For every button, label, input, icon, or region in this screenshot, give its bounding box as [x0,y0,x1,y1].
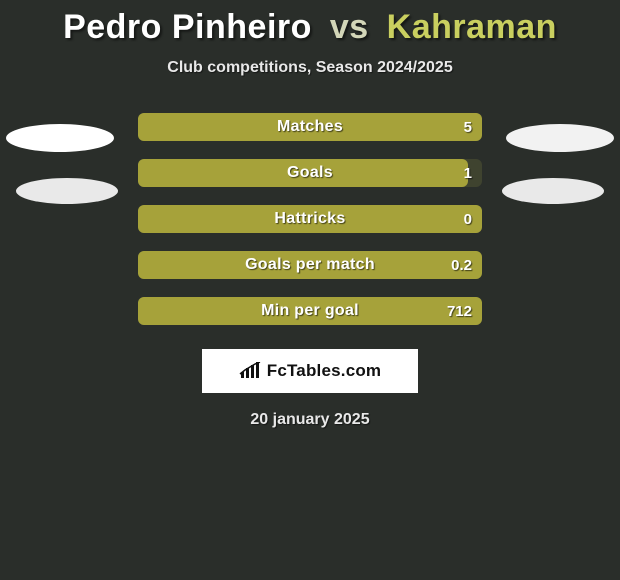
title-player-left: Pedro Pinheiro [63,8,312,46]
stat-label: Goals [138,159,482,187]
stat-row-min-per-goal: Min per goal 712 [138,297,482,325]
stat-label: Hattricks [138,205,482,233]
subtitle: Club competitions, Season 2024/2025 [0,59,620,77]
decoration-ellipse [502,178,604,204]
stat-row-hattricks: Hattricks 0 [138,205,482,233]
branding-badge: FcTables.com [202,349,418,393]
generation-date: 20 january 2025 [0,411,620,429]
decoration-ellipse [16,178,118,204]
decoration-ellipse [506,124,614,152]
bar-chart-icon [239,362,261,380]
title-player-right: Kahraman [387,8,557,46]
stat-value: 1 [464,159,472,187]
stat-label: Min per goal [138,297,482,325]
title-vs: vs [330,8,369,46]
stat-value: 5 [464,113,472,141]
stat-label: Goals per match [138,251,482,279]
stat-row-matches: Matches 5 [138,113,482,141]
stat-row-goals: Goals 1 [138,159,482,187]
stat-value: 0.2 [451,251,472,279]
decoration-ellipse [6,124,114,152]
stat-label: Matches [138,113,482,141]
stat-value: 0 [464,205,472,233]
page-title: Pedro Pinheiro vs Kahraman [0,0,620,47]
stat-row-goals-per-match: Goals per match 0.2 [138,251,482,279]
branding-text: FcTables.com [267,361,382,381]
stat-value: 712 [447,297,472,325]
